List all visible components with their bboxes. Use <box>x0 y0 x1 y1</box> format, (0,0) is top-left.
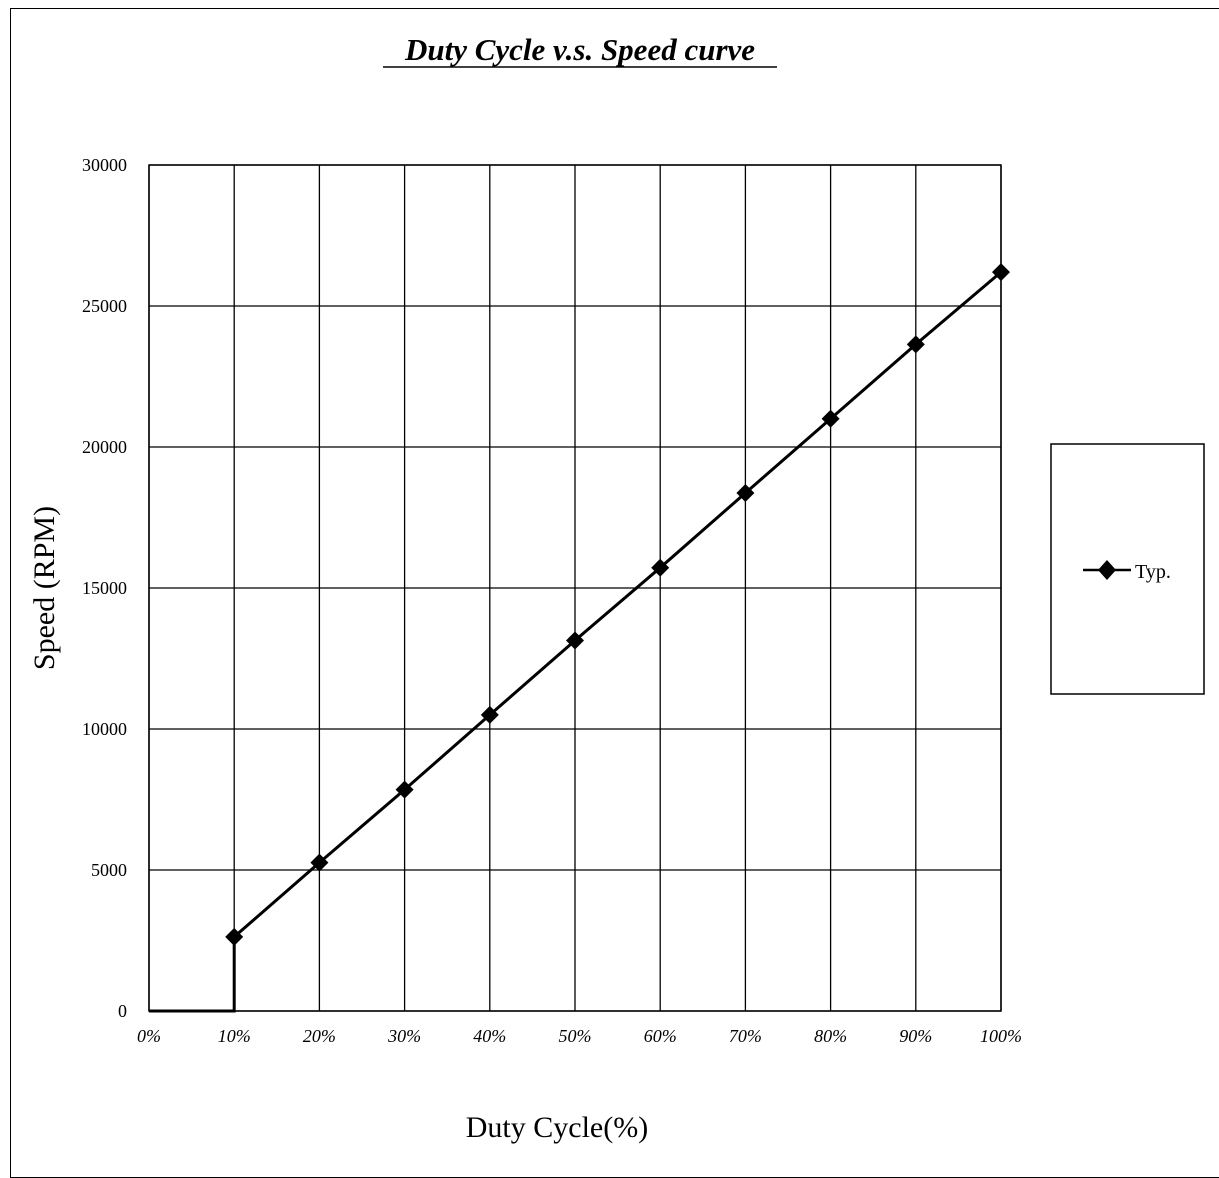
data-point-0-3 <box>480 705 499 724</box>
x-axis-label: Duty Cycle(%) <box>466 1111 648 1144</box>
x-tick-label-3: 30% <box>387 1026 421 1046</box>
x-tick-label-6: 60% <box>644 1026 677 1046</box>
x-tick-label-8: 80% <box>814 1026 847 1046</box>
data-point-0-5 <box>651 558 670 577</box>
data-point-0-8 <box>906 335 925 354</box>
y-axis-label: Speed (RPM) <box>28 506 61 670</box>
chart-frame <box>10 8 1219 1178</box>
y-tick-label-1: 5000 <box>91 860 127 880</box>
legend: Typ. <box>1050 443 1205 695</box>
series-typ <box>149 263 1010 1013</box>
data-point-0-6 <box>736 483 755 502</box>
grid <box>148 164 1002 1012</box>
y-tick-label-5: 25000 <box>82 296 127 316</box>
legend-entry-typ: Typ. <box>1135 561 1171 583</box>
x-tick-label-7: 70% <box>729 1026 762 1046</box>
data-point-0-2 <box>395 780 414 799</box>
data-point-0-0 <box>225 927 244 946</box>
y-tick-label-0: 0 <box>118 1001 127 1021</box>
x-tick-label-2: 20% <box>303 1026 336 1046</box>
x-axis-ticks: 0% 10% 20% 30% 40% 50% 60% 70% 80% 90% 100% <box>137 1026 1022 1046</box>
plot-area <box>148 164 1002 1012</box>
x-tick-label-4: 40% <box>473 1026 506 1046</box>
data-point-0-9 <box>992 263 1010 282</box>
legend-marker <box>1098 560 1116 580</box>
y-tick-label-2: 10000 <box>82 719 127 739</box>
data-point-0-4 <box>566 631 584 650</box>
series-line-0 <box>149 271 1002 1013</box>
y-axis-ticks: 0 5000 10000 15000 20000 25000 30000 <box>82 155 127 1021</box>
x-tick-label-5: 50% <box>559 1026 592 1046</box>
y-tick-label-3: 15000 <box>82 578 127 598</box>
x-tick-label-9: 90% <box>899 1026 932 1046</box>
y-tick-label-6: 30000 <box>82 155 127 175</box>
x-tick-label-10: 100% <box>980 1026 1022 1046</box>
chart-title: Duty Cycle v.s. Speed curve <box>404 32 755 67</box>
data-point-0-7 <box>821 409 840 428</box>
y-tick-label-4: 20000 <box>82 437 127 457</box>
plot-border <box>148 164 1002 1012</box>
data-point-0-1 <box>310 853 329 872</box>
x-tick-label-1: 10% <box>218 1026 251 1046</box>
x-tick-label-0: 0% <box>137 1026 161 1046</box>
